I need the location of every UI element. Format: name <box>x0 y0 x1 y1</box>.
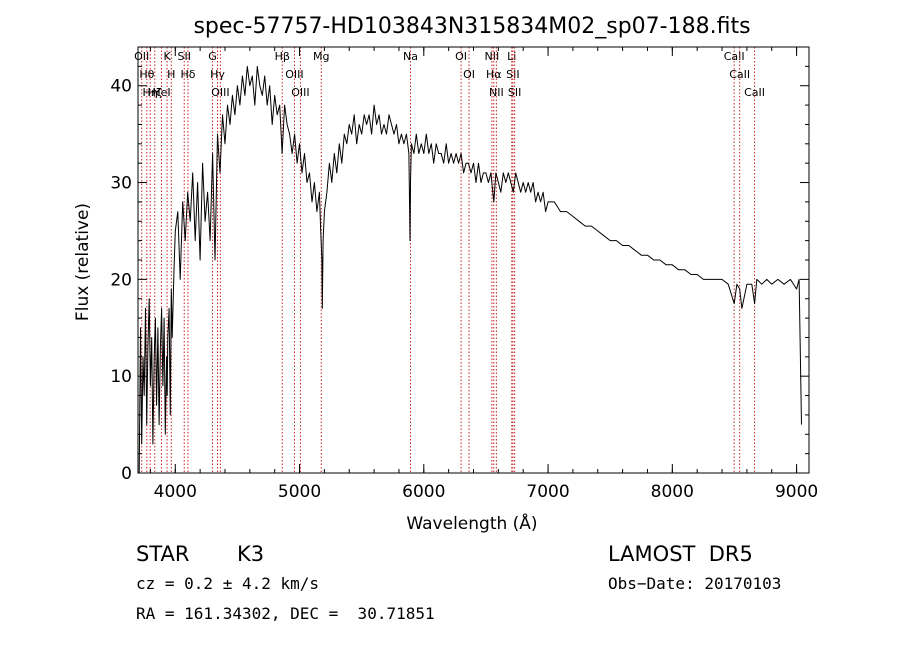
line-label-15: Mg <box>313 50 329 63</box>
x-tick-label-2: 6000 <box>402 482 445 502</box>
subclass: K3 <box>237 542 265 566</box>
x-tick-label-4: 8000 <box>651 482 694 502</box>
y-axis-ticks: 0 10 20 30 40 <box>110 65 809 484</box>
line-label-4: HeI <box>152 86 170 99</box>
line-label-3: Hζ <box>148 86 162 99</box>
line-label-21: NII <box>489 86 504 99</box>
coordinates: RA = 161.34302, DEC = 30.71851 <box>136 604 435 623</box>
survey-name: LAMOST DR5 <box>608 542 753 566</box>
line-label-22: Li <box>507 50 516 63</box>
line-label-1: Hθ <box>139 68 154 81</box>
line-label-8: Hδ <box>180 68 195 81</box>
x-tick-label-5: 9000 <box>775 482 818 502</box>
observation-date: Obs−Date: 20170103 <box>608 574 782 593</box>
line-label-5: K <box>163 50 171 63</box>
y-tick-label-0: 0 <box>121 464 132 484</box>
line-label-14: OIII <box>291 86 309 99</box>
y-tick-label-1: 10 <box>110 367 132 387</box>
line-label-11: OIII <box>211 86 229 99</box>
line-label-26: CaII <box>729 68 750 81</box>
spectrum-series <box>138 65 802 474</box>
line-label-6: H <box>167 68 175 81</box>
line-label-27: CaII <box>744 86 765 99</box>
line-label-23: SII <box>506 68 519 81</box>
spectrum-line <box>138 65 802 474</box>
x-tick-label-0: 4000 <box>154 482 197 502</box>
line-label-19: NII <box>485 50 500 63</box>
line-label-25: CaII <box>724 50 745 63</box>
x-tick-label-3: 7000 <box>526 482 569 502</box>
x-axis-label: Wavelength (Å) <box>406 512 537 534</box>
line-label-16: Na <box>403 50 418 63</box>
redshift-velocity: cz = 0.2 ± 4.2 km/s <box>136 574 320 593</box>
line-label-20: Hα <box>486 68 502 81</box>
x-tick-label-1: 5000 <box>278 482 321 502</box>
y-axis-label: Flux (relative) <box>73 203 93 321</box>
chart-title: spec-57757-HD103843N315834M02_sp07-188.f… <box>193 14 750 39</box>
y-tick-label-3: 30 <box>110 174 132 194</box>
line-label-7: SII <box>177 50 190 63</box>
line-label-18: OI <box>463 68 475 81</box>
line-label-2: Hη <box>143 86 158 99</box>
line-label-13: OIII <box>285 68 303 81</box>
plot-frame <box>137 46 810 474</box>
line-label-24: SII <box>508 86 521 99</box>
line-label-9: G <box>208 50 217 63</box>
line-label-10: Hγ <box>210 68 225 81</box>
object-class: STAR <box>136 542 190 566</box>
y-tick-label-2: 20 <box>110 270 132 290</box>
line-label-12: Hβ <box>275 50 290 63</box>
x-axis-ticks: 4000 5000 6000 7000 8000 9000 <box>149 47 818 502</box>
line-label-17: OI <box>455 50 467 63</box>
y-tick-label-4: 40 <box>110 77 132 97</box>
